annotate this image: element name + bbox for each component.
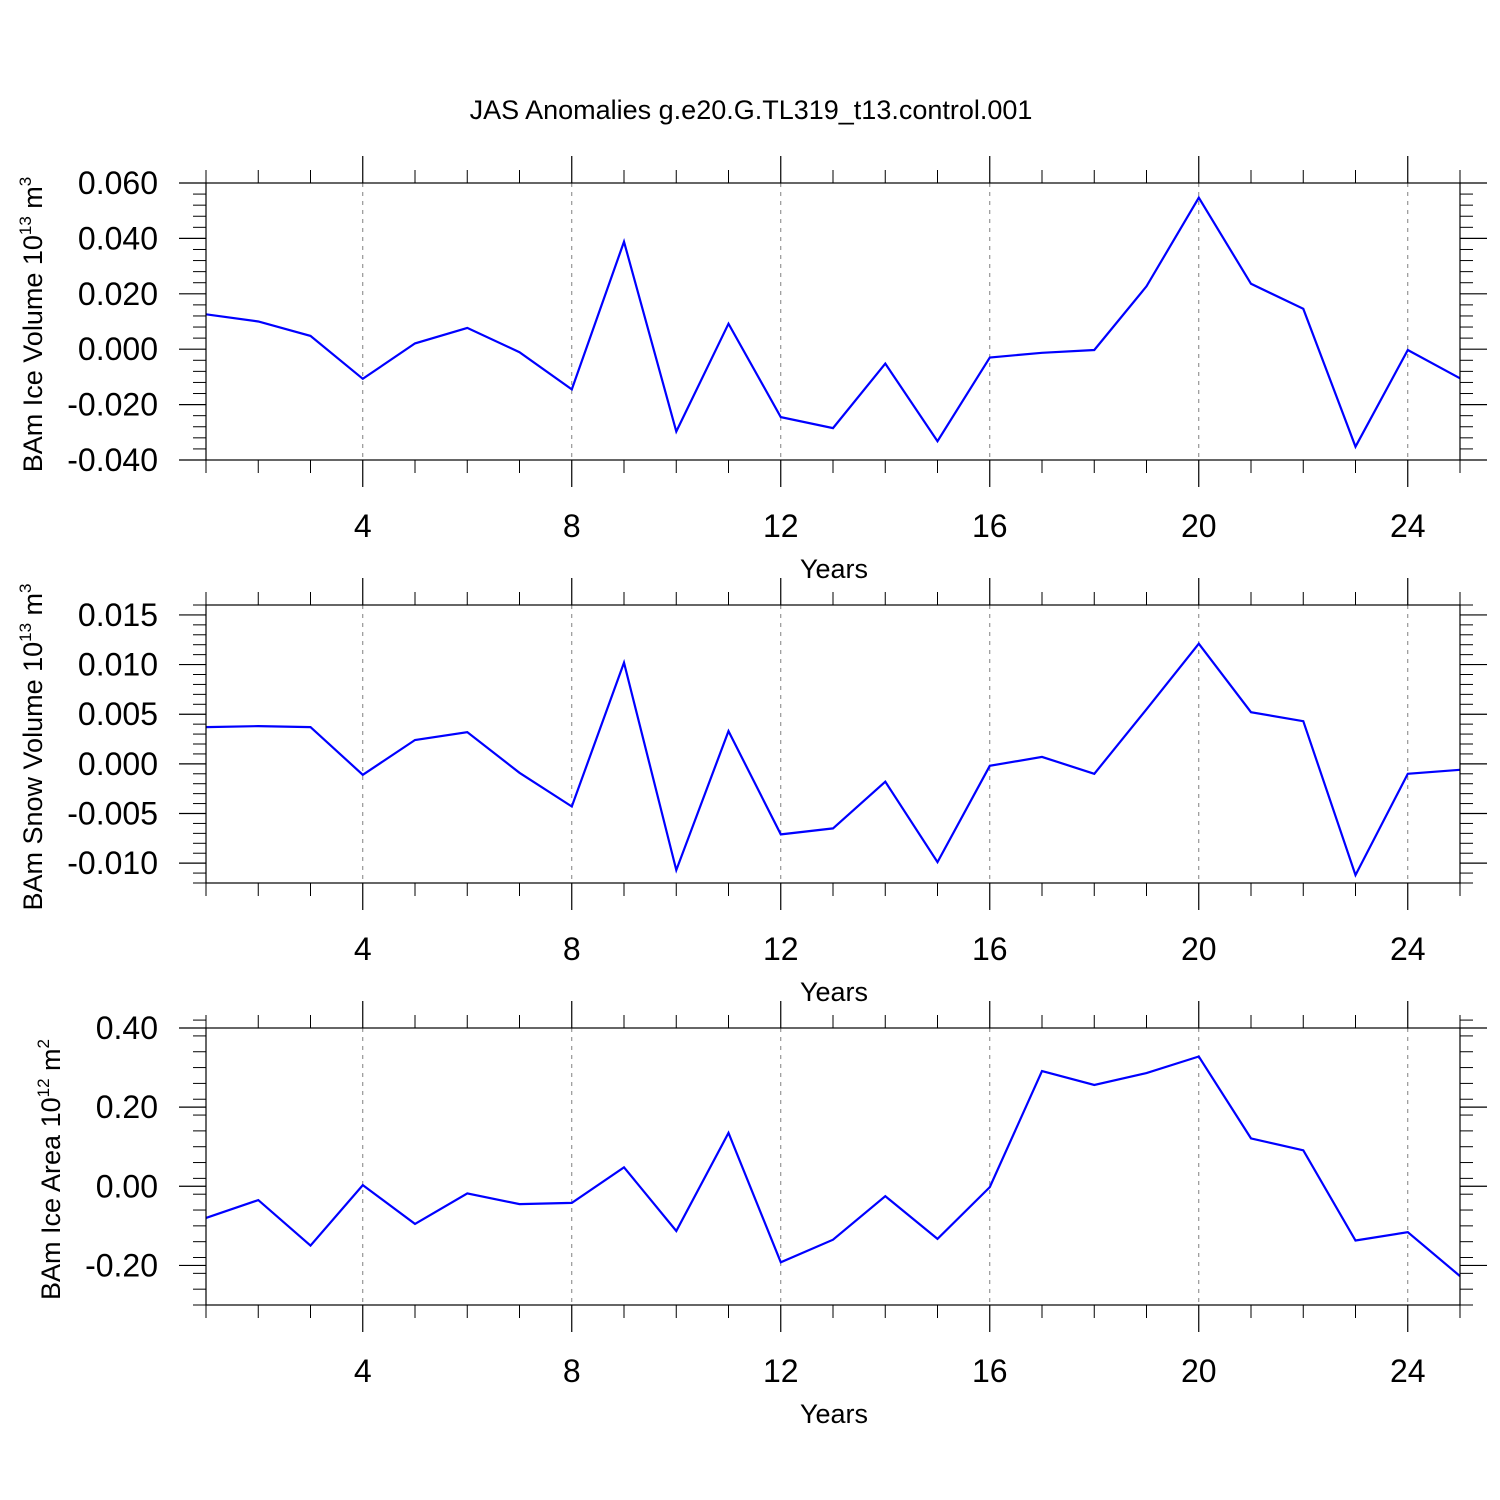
ice-volume-y-tick-label: 0.020	[78, 276, 158, 312]
panel-ice-volume: 4 8 12 16 20 24 -0.040 -0.020 0.000 0.020 0.040 0.0…	[16, 156, 1487, 584]
ice-area-x-tick-label: 12	[763, 1353, 799, 1389]
ice-area-x-tick-label: 16	[972, 1353, 1008, 1389]
panel-ice-area: 4 8 12 16 20 24 -0.20 0.00 0.20 0.40 Years BAm Ic…	[34, 1001, 1487, 1429]
snow-volume-x-tick-label: 20	[1181, 931, 1217, 967]
ice-volume-y-tick-label: 0.060	[78, 165, 158, 201]
ice-area-x-tick-label: 4	[354, 1353, 372, 1389]
ice-volume-x-tick-label: 20	[1181, 508, 1217, 544]
ice-area-y-axis-label: BAm Ice Area 1012 m2	[34, 1039, 66, 1300]
snow-volume-x-tick-label: 12	[763, 931, 799, 967]
snow-volume-x-axis-label: Years	[800, 977, 868, 1007]
ice-volume-x-tick-label: 8	[563, 508, 581, 544]
ice-area-x-tick-label: 20	[1181, 1353, 1217, 1389]
ice-volume-x-tick-label: 12	[763, 508, 799, 544]
ice-volume-y-axis-label: BAm Ice Volume 1013 m3	[16, 177, 48, 473]
snow-volume-y-tick-label: 0.010	[78, 647, 158, 683]
ice-area-series-line	[205, 1055, 1461, 1277]
ice-area-x-tick-label: 24	[1390, 1353, 1426, 1389]
ice-area-x-tick-label: 8	[563, 1353, 581, 1389]
ice-volume-x-tick-label: 4	[354, 508, 372, 544]
ice-area-x-axis-label: Years	[800, 1399, 868, 1429]
snow-volume-y-tick-label: 0.005	[78, 696, 158, 732]
ice-area-y-tick-label: 0.40	[96, 1010, 158, 1046]
ice-area-y-tick-label: -0.20	[85, 1247, 158, 1283]
ice-area-y-tick-label: 0.20	[96, 1089, 158, 1125]
snow-volume-x-tick-label: 4	[354, 931, 372, 967]
panel-snow-volume: 4 8 12 16 20 24 -0.010 -0.005 0.000 0.005 0.010 0.0…	[16, 578, 1487, 1007]
snow-volume-y-tick-label: -0.005	[67, 796, 158, 832]
ice-volume-y-tick-label: 0.000	[78, 331, 158, 367]
ice-volume-y-tick-label: -0.040	[67, 442, 158, 478]
ice-volume-series-line	[205, 195, 1461, 450]
snow-volume-y-tick-label: -0.010	[67, 845, 158, 881]
snow-volume-x-tick-label: 16	[972, 931, 1008, 967]
ice-volume-y-tick-label: 0.040	[78, 220, 158, 256]
snow-volume-plot-frame	[205, 604, 1461, 884]
ice-volume-x-tick-label: 24	[1390, 508, 1426, 544]
ice-area-plot-frame	[205, 1027, 1461, 1306]
ice-volume-x-axis-label: Years	[800, 554, 868, 584]
ice-volume-plot-frame	[205, 182, 1461, 461]
ice-volume-y-tick-label: -0.020	[67, 387, 158, 423]
ice-volume-x-tick-label: 16	[972, 508, 1008, 544]
snow-volume-y-axis-label: BAm Snow Volume 1013 m3	[16, 583, 48, 910]
snow-volume-x-tick-label: 8	[563, 931, 581, 967]
snow-volume-y-tick-label: 0.015	[78, 597, 158, 633]
snow-volume-y-tick-label: 0.000	[78, 746, 158, 782]
ice-area-y-tick-label: 0.00	[96, 1168, 158, 1204]
snow-volume-x-tick-label: 24	[1390, 931, 1426, 967]
figure-title: JAS Anomalies g.e20.G.TL319_t13.control.…	[470, 95, 1033, 125]
snow-volume-series-line	[205, 641, 1461, 878]
